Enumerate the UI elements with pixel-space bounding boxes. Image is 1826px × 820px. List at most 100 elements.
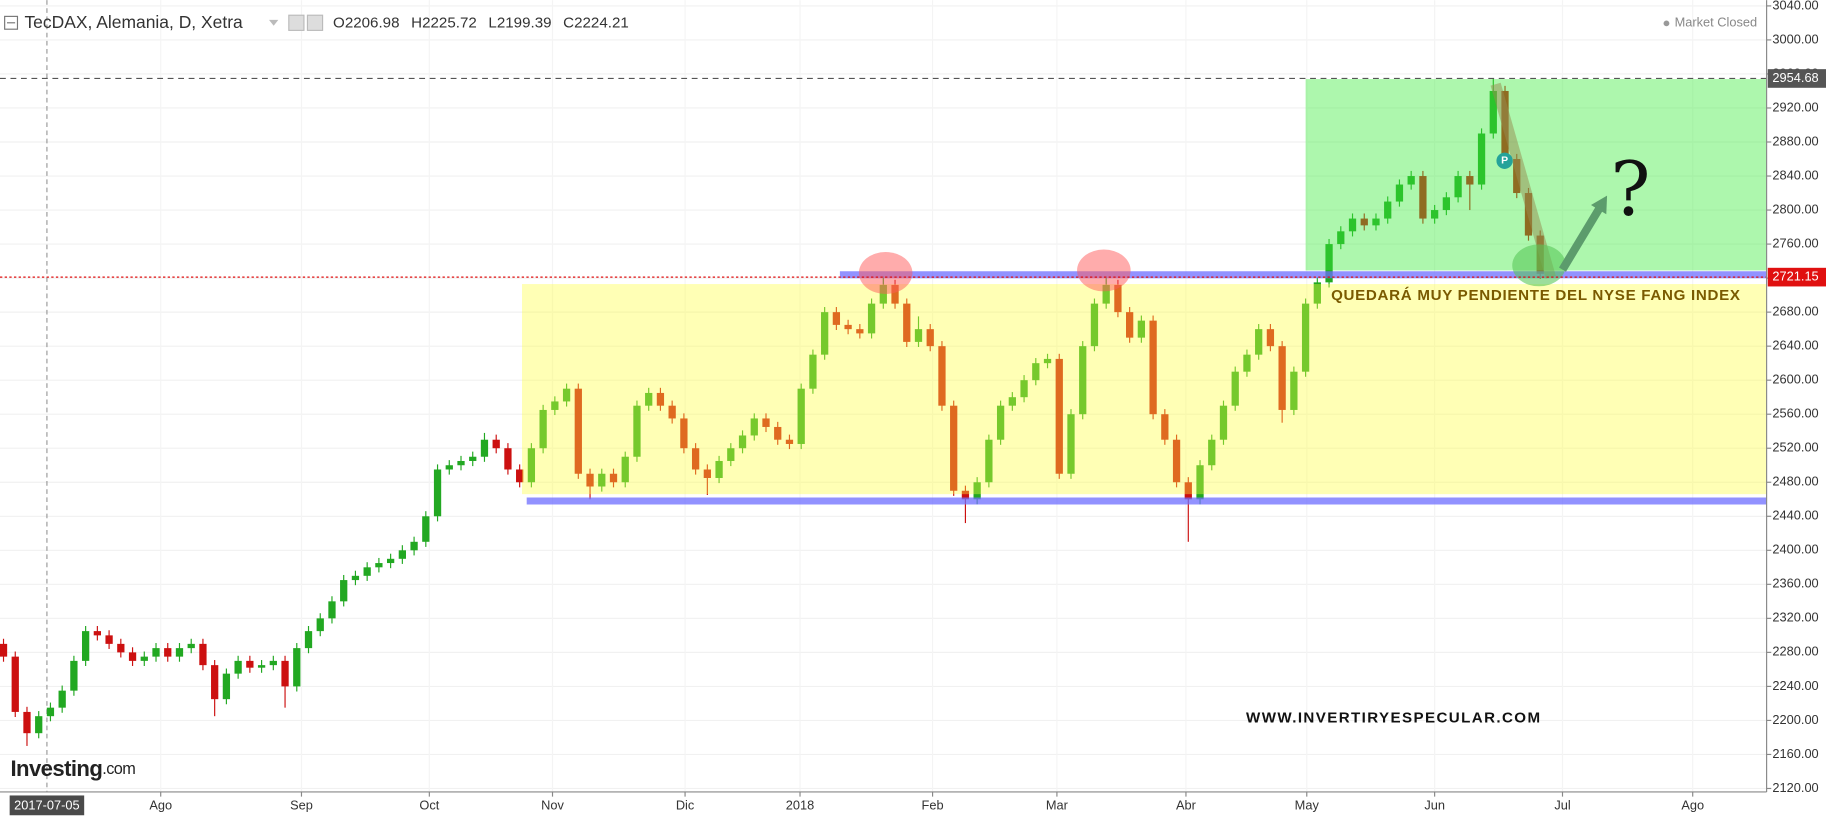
price-label: 2954.68: [1772, 70, 1818, 85]
candle-body: [211, 665, 219, 700]
candle-body: [1337, 231, 1345, 245]
ohlc-value: 2199.39: [497, 14, 552, 31]
annotation: QUEDARÁ MUY PENDIENTE DEL NYSE FANG INDE…: [1331, 287, 1741, 304]
candle-body: [551, 401, 559, 410]
candle-body: [246, 660, 254, 668]
candle-body: [1231, 371, 1239, 406]
candle-body: [727, 448, 735, 461]
y-tick-label: 2920.00: [1772, 99, 1818, 114]
status-dot: [1663, 20, 1670, 27]
candle-body: [562, 388, 571, 402]
candle-body: [715, 460, 723, 478]
dropdown-icon[interactable]: [269, 19, 279, 26]
highlight-circle: [1512, 244, 1566, 287]
candle-body: [316, 618, 324, 632]
candle-body: [105, 635, 113, 644]
candle-body: [1325, 244, 1333, 283]
candle-body: [1172, 439, 1181, 483]
candle-body: [152, 648, 160, 657]
candle-body: [222, 673, 231, 700]
y-tick-label: 2400.00: [1772, 542, 1818, 557]
market-status: Market Closed: [1675, 15, 1758, 30]
zone: [522, 284, 1767, 495]
candle-body: [1407, 176, 1415, 185]
candle-body: [586, 473, 594, 487]
candle-body: [1137, 320, 1146, 338]
candle-body: [386, 558, 395, 564]
price-label-box: [1767, 267, 1826, 287]
crosshair-label-box: [9, 795, 85, 816]
candle-body: [973, 482, 981, 500]
candle-body: [293, 648, 301, 687]
candle-body: [1114, 284, 1122, 313]
candle-body: [1466, 176, 1474, 185]
candle-body: [1489, 90, 1497, 134]
candle-body: [1184, 482, 1192, 500]
y-tick-label: 2200.00: [1772, 712, 1818, 727]
candles: [0, 78, 1544, 746]
candle-body: [574, 388, 582, 474]
axes: 2120.00 2160.00 2200.00 2240.00 2280.00 2320.…: [9, 0, 1826, 816]
candle-body: [1219, 405, 1228, 440]
drawings: [0, 77, 1767, 505]
candle-body: [903, 303, 911, 342]
x-tick-label: Feb: [922, 797, 944, 812]
x-tick-label: Jul: [1554, 797, 1570, 812]
y-tick-label: 2760.00: [1772, 235, 1818, 250]
candle-body: [539, 409, 547, 449]
candle-body: [128, 652, 137, 661]
candle-body: [281, 660, 289, 687]
candle-body: [457, 460, 465, 466]
candle-body: [680, 418, 688, 449]
ohlc: O2206.98 H2225.72 L2199.39 C2224.21: [333, 14, 629, 31]
grid: [0, 0, 1767, 792]
candle-body: [504, 448, 512, 470]
ohlc-label: H: [411, 14, 422, 31]
y-tick-label: 2880.00: [1772, 133, 1818, 148]
candle-body: [1161, 414, 1169, 440]
candle-body: [164, 648, 172, 657]
x-tick-label: Ago: [149, 797, 172, 812]
close-icon[interactable]: [306, 14, 324, 31]
candle-body: [1360, 218, 1368, 226]
candle-body: [1208, 439, 1216, 466]
x-tick-label: Dic: [676, 797, 695, 812]
x-tick-label: Sep: [290, 797, 313, 812]
candle-body: [199, 643, 207, 666]
collapse-icon[interactable]: [4, 15, 19, 30]
candle-body: [410, 541, 418, 551]
candle-body: [703, 469, 711, 478]
candle-body: [11, 656, 19, 712]
ohlc-label: O: [333, 14, 345, 31]
chart-title: TecDAX, Alemania, D, Xetra: [24, 12, 243, 32]
y-tick-label: 2800.00: [1772, 201, 1818, 216]
crosshair-label: 2017-07-05: [14, 797, 79, 812]
logo-main: Investing: [10, 756, 102, 781]
candle-body: [809, 354, 817, 389]
y-tick-label: 2600.00: [1772, 372, 1818, 387]
candle-body: [985, 439, 993, 483]
logo-suffix: .com: [102, 760, 135, 778]
candle-body: [398, 550, 406, 559]
ohlc-values: O2206.98 H2225.72 L2199.39 C2224.21: [333, 14, 629, 31]
ohlc-value: 2206.98: [345, 14, 400, 31]
candle-body: [46, 707, 55, 717]
candle-body: [234, 660, 242, 674]
candle-body: [257, 665, 266, 668]
candle-body: [1032, 363, 1040, 381]
ohlc-label: C: [563, 14, 574, 31]
candle-body: [950, 405, 958, 491]
y-tick-label: 2320.00: [1772, 610, 1818, 625]
candle-body: [1442, 197, 1451, 211]
y-tick-label: 2360.00: [1772, 576, 1818, 591]
y-tick-label: 2160.00: [1772, 746, 1818, 761]
candle-body: [1430, 210, 1439, 219]
settings-icon[interactable]: [288, 14, 305, 31]
candle-body: [328, 601, 336, 619]
candle-body: [93, 631, 101, 636]
candle-body: [1067, 414, 1075, 474]
candle-body: [879, 284, 887, 304]
candle-body: [1372, 218, 1380, 226]
